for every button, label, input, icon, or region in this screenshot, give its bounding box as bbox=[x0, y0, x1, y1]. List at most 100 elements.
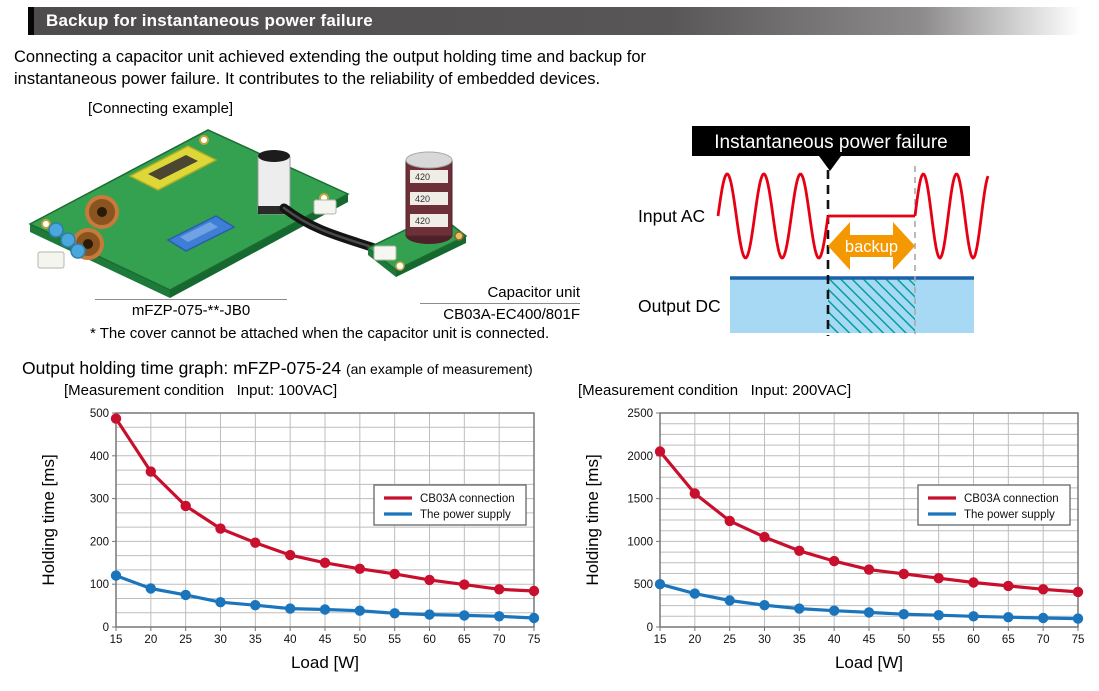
svg-text:45: 45 bbox=[319, 634, 332, 646]
page-title: Backup for instantaneous power failure bbox=[46, 11, 373, 30]
svg-text:65: 65 bbox=[458, 634, 471, 646]
chart-200vac: [Measurement condition Input: 200VAC] 0 5… bbox=[572, 382, 1092, 689]
chart-condition-100vac: [Measurement condition Input: 100VAC] bbox=[64, 382, 338, 399]
film-capacitor bbox=[166, 215, 236, 252]
svg-text:CB03A connection: CB03A connection bbox=[420, 493, 515, 505]
mounting-hole bbox=[41, 219, 51, 229]
svg-text:25: 25 bbox=[179, 634, 192, 646]
large-capacitor: 420 420 420 bbox=[405, 151, 453, 244]
series-markers-0 bbox=[110, 413, 540, 597]
connecting-example-photo: 420 420 420 bbox=[28, 129, 468, 298]
svg-text:75: 75 bbox=[528, 634, 541, 646]
holding-time-chart-200vac: 0 500 1000 1500 2000 2500 15 20 25 30 35 40 45 50 55 60… bbox=[583, 408, 1085, 672]
x-tick-labels: 15 20 25 30 35 40 45 50 55 60 65 70 75 bbox=[654, 627, 1085, 646]
chart-condition-200vac: [Measurement condition Input: 200VAC] bbox=[578, 382, 852, 399]
x-axis-title: Load [W] bbox=[291, 653, 359, 672]
capacitor-unit-label: Capacitor unit bbox=[487, 284, 580, 301]
intro-text: Connecting a capacitor unit achieved ext… bbox=[14, 46, 646, 90]
svg-text:40: 40 bbox=[828, 634, 841, 646]
input-ac-wave-right bbox=[913, 172, 990, 260]
svg-text:0: 0 bbox=[103, 622, 109, 634]
svg-text:0: 0 bbox=[647, 622, 653, 634]
capacitor-unit-board: 420 420 420 bbox=[366, 151, 468, 277]
graph-section-title: Output holding time graph: mFZP-075-24 (… bbox=[22, 358, 533, 379]
backup-arrow bbox=[828, 222, 915, 270]
y-axis-title: Holding time [ms] bbox=[583, 454, 602, 585]
power-supply-model-label: mFZP-075-**-JB0 bbox=[131, 302, 251, 319]
graph-section-title-text: Output holding time graph: mFZP-075-24 bbox=[22, 358, 342, 378]
diagram-title-box bbox=[692, 126, 970, 156]
capacitor-unit-model-label: CB03A-EC400/801F bbox=[443, 306, 580, 323]
mounting-hole bbox=[199, 135, 209, 145]
y-tick-labels: 0 100 200 300 400 500 bbox=[90, 408, 116, 634]
backup-hatch-region bbox=[828, 278, 915, 333]
svg-text:1500: 1500 bbox=[627, 494, 653, 506]
connector bbox=[373, 245, 397, 261]
svg-text:15: 15 bbox=[110, 634, 123, 646]
toroid-coil bbox=[85, 195, 119, 229]
x-tick-labels: 15 20 25 30 35 40 45 50 55 60 65 70 75 bbox=[110, 627, 541, 646]
label-rule bbox=[95, 299, 287, 300]
svg-text:CB03A connection: CB03A connection bbox=[964, 493, 1059, 505]
diagram-title: Instantaneous power failure bbox=[714, 132, 947, 153]
svg-text:25: 25 bbox=[723, 634, 736, 646]
capacitor-marking: 420 bbox=[415, 172, 430, 182]
svg-text:2500: 2500 bbox=[627, 408, 653, 420]
connecting-example-caption: [Connecting example] bbox=[88, 100, 234, 117]
svg-text:70: 70 bbox=[493, 634, 506, 646]
svg-text:The power supply: The power supply bbox=[964, 509, 1055, 521]
svg-text:35: 35 bbox=[249, 634, 262, 646]
svg-text:200: 200 bbox=[90, 536, 109, 548]
svg-text:55: 55 bbox=[932, 634, 945, 646]
series-markers-1 bbox=[110, 570, 540, 624]
series-markers-1 bbox=[654, 579, 1084, 624]
svg-text:70: 70 bbox=[1037, 634, 1050, 646]
svg-text:50: 50 bbox=[353, 634, 366, 646]
output-dc-label: Output DC bbox=[638, 296, 721, 316]
svg-text:15: 15 bbox=[654, 634, 667, 646]
svg-text:20: 20 bbox=[688, 634, 701, 646]
intro-line-2: instantaneous power failure. It contribu… bbox=[14, 70, 601, 88]
cover-note: * The cover cannot be attached when the … bbox=[90, 325, 550, 342]
label-rule bbox=[420, 303, 580, 304]
y-axis-title: Holding time [ms] bbox=[39, 454, 58, 585]
svg-text:The power supply: The power supply bbox=[420, 509, 511, 521]
mounting-hole bbox=[454, 231, 464, 241]
input-ac-wave-left bbox=[716, 172, 830, 260]
svg-text:1000: 1000 bbox=[627, 536, 653, 548]
title-pointer bbox=[819, 156, 841, 171]
svg-text:500: 500 bbox=[634, 579, 653, 591]
section-header-bar: Backup for instantaneous power failure bbox=[28, 7, 1091, 35]
svg-text:2000: 2000 bbox=[627, 451, 653, 463]
svg-text:60: 60 bbox=[967, 634, 980, 646]
backup-label: backup bbox=[845, 238, 898, 256]
y-tick-labels: 0 500 1000 1500 2000 2500 bbox=[627, 408, 660, 634]
x-axis-title: Load [W] bbox=[835, 653, 903, 672]
capacitor-marking: 420 bbox=[415, 216, 430, 226]
holding-time-chart-100vac: 0 100 200 300 400 500 15 20 25 30 35 40 45 50 55 60 65 70… bbox=[39, 408, 541, 672]
input-ac-label: Input AC bbox=[638, 206, 705, 226]
connector bbox=[37, 251, 65, 269]
intro-line-1: Connecting a capacitor unit achieved ext… bbox=[14, 48, 647, 66]
disc-capacitors bbox=[48, 222, 86, 259]
svg-text:50: 50 bbox=[897, 634, 910, 646]
electrolytic-capacitor bbox=[257, 150, 291, 215]
mounting-hole bbox=[395, 261, 405, 271]
svg-text:300: 300 bbox=[90, 494, 109, 506]
svg-text:45: 45 bbox=[863, 634, 876, 646]
svg-text:60: 60 bbox=[423, 634, 436, 646]
connector bbox=[313, 199, 337, 215]
chart-legend: CB03A connection The power supply bbox=[373, 484, 527, 526]
series-markers-0 bbox=[654, 446, 1084, 598]
svg-text:65: 65 bbox=[1002, 634, 1015, 646]
capacitor-marking: 420 bbox=[415, 194, 430, 204]
graph-section-subtitle: (an example of measurement) bbox=[345, 361, 533, 377]
svg-text:75: 75 bbox=[1072, 634, 1085, 646]
svg-text:500: 500 bbox=[90, 408, 109, 420]
transformer bbox=[128, 145, 218, 191]
chart-legend: CB03A connection The power supply bbox=[917, 484, 1071, 526]
svg-text:20: 20 bbox=[144, 634, 157, 646]
svg-text:30: 30 bbox=[758, 634, 771, 646]
